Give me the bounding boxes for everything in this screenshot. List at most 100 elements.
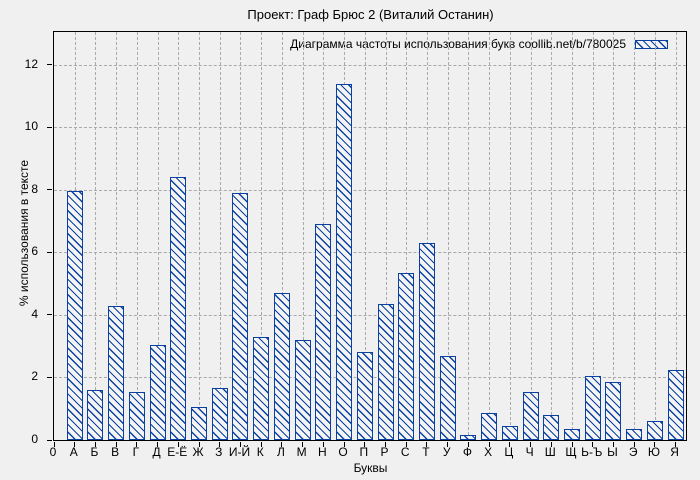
x-tick xyxy=(53,442,55,447)
x-tick xyxy=(219,442,221,447)
bar-И-Й xyxy=(232,193,249,440)
gridline-v xyxy=(157,32,159,440)
x-tick-label: Ю xyxy=(647,445,660,459)
gridline-v xyxy=(509,32,511,440)
x-tick-label: 0 xyxy=(49,445,57,459)
bar-О xyxy=(336,83,353,440)
x-tick xyxy=(198,442,200,447)
gridline-v xyxy=(406,32,408,440)
x-tick xyxy=(509,442,511,447)
x-tick-label: Т xyxy=(422,445,430,459)
x-tick-label: К xyxy=(256,445,264,459)
y-tick xyxy=(47,189,52,191)
bar-Я xyxy=(667,369,684,440)
y-tick-label: 8 xyxy=(31,181,38,196)
gridline-v xyxy=(447,32,449,440)
x-tick-label: Ч xyxy=(525,445,534,459)
x-tick xyxy=(343,442,345,447)
bar-У xyxy=(439,355,456,440)
y-tick xyxy=(47,376,52,378)
x-tick xyxy=(675,442,677,447)
x-tick-label: Щ xyxy=(565,445,577,459)
x-tick-label: А xyxy=(69,445,78,459)
bar-Н xyxy=(315,224,332,440)
gridline-v xyxy=(385,32,387,440)
x-tick xyxy=(550,442,552,447)
x-tick-label: Э xyxy=(628,445,638,459)
bar-З xyxy=(211,388,228,440)
x-tick-label: Ф xyxy=(462,445,472,459)
x-tick xyxy=(592,442,594,447)
x-tick-label: З xyxy=(215,445,223,459)
x-tick-label: Н xyxy=(318,445,327,459)
y-tick-label: 4 xyxy=(31,306,38,321)
bar-Ж xyxy=(191,407,208,440)
x-tick xyxy=(571,442,573,447)
gridline-v xyxy=(364,32,366,440)
x-tick-label: Я xyxy=(670,445,679,459)
x-tick xyxy=(136,442,138,447)
bar-Щ xyxy=(564,429,581,440)
y-tick xyxy=(47,126,52,128)
x-tick-label: Л xyxy=(276,445,285,459)
gridline-v xyxy=(551,32,553,440)
bar-П xyxy=(356,352,373,440)
x-tick xyxy=(467,442,469,447)
gridline-v xyxy=(592,32,594,440)
gridline-v xyxy=(572,32,574,440)
bar-М xyxy=(294,339,311,440)
bar-К xyxy=(253,336,270,440)
x-tick xyxy=(281,442,283,447)
x-tick xyxy=(633,442,635,447)
gridline-v xyxy=(199,32,201,440)
y-tick-label: 10 xyxy=(24,119,38,134)
bar-Ф xyxy=(460,435,477,440)
x-tick xyxy=(302,442,304,447)
x-tick-label: Ш xyxy=(544,445,556,459)
y-tick-label: 0 xyxy=(31,432,38,446)
gridline-v xyxy=(281,32,283,440)
x-tick xyxy=(157,442,159,447)
gridline-v xyxy=(654,32,656,440)
bar-Ю xyxy=(646,421,663,440)
y-tick-label: 2 xyxy=(31,369,38,384)
x-tick xyxy=(364,442,366,447)
bar-С xyxy=(398,272,415,440)
x-tick xyxy=(177,442,179,447)
x-tick-label: Д xyxy=(152,445,161,459)
bar-Д xyxy=(149,344,166,440)
x-tick-label: У xyxy=(442,445,451,459)
bar-Ь-Ъ xyxy=(584,375,601,440)
chart-title: Проект: Граф Брюс 2 (Виталий Останин) xyxy=(247,7,494,22)
bar-Г xyxy=(128,391,145,440)
x-tick-label: Ц xyxy=(504,445,514,459)
y-tick xyxy=(47,314,52,316)
y-tick-label: 6 xyxy=(31,244,38,259)
x-tick xyxy=(385,442,387,447)
x-tick-label: М xyxy=(296,445,307,459)
x-axis-title: Буквы xyxy=(353,461,388,475)
x-tick xyxy=(115,442,117,447)
x-tick xyxy=(74,442,76,447)
x-tick xyxy=(530,442,532,447)
y-axis-tick-labels: 0 2 4 6 8 10 12 xyxy=(0,31,48,446)
gridline-h xyxy=(54,314,686,316)
plot-area: Диаграмма частоты использования букв coo… xyxy=(47,31,687,447)
x-tick-label: Ы xyxy=(607,445,618,459)
gridline-v xyxy=(675,32,677,440)
x-tick-label: П xyxy=(359,445,369,459)
y-tick xyxy=(47,64,52,66)
y-tick-label: 12 xyxy=(24,56,38,71)
x-tick xyxy=(239,442,241,447)
gridline-v xyxy=(426,32,428,440)
legend-label: Диаграмма частоты использования букв coo… xyxy=(290,37,626,51)
bar-Б xyxy=(87,389,104,440)
x-tick xyxy=(322,442,324,447)
x-tick-label: С xyxy=(400,445,410,459)
x-tick-label: Г xyxy=(132,445,140,459)
bar-Ч xyxy=(522,391,539,440)
x-tick-label: Б xyxy=(90,445,99,459)
gridline-v xyxy=(468,32,470,440)
bar-В xyxy=(108,305,125,440)
